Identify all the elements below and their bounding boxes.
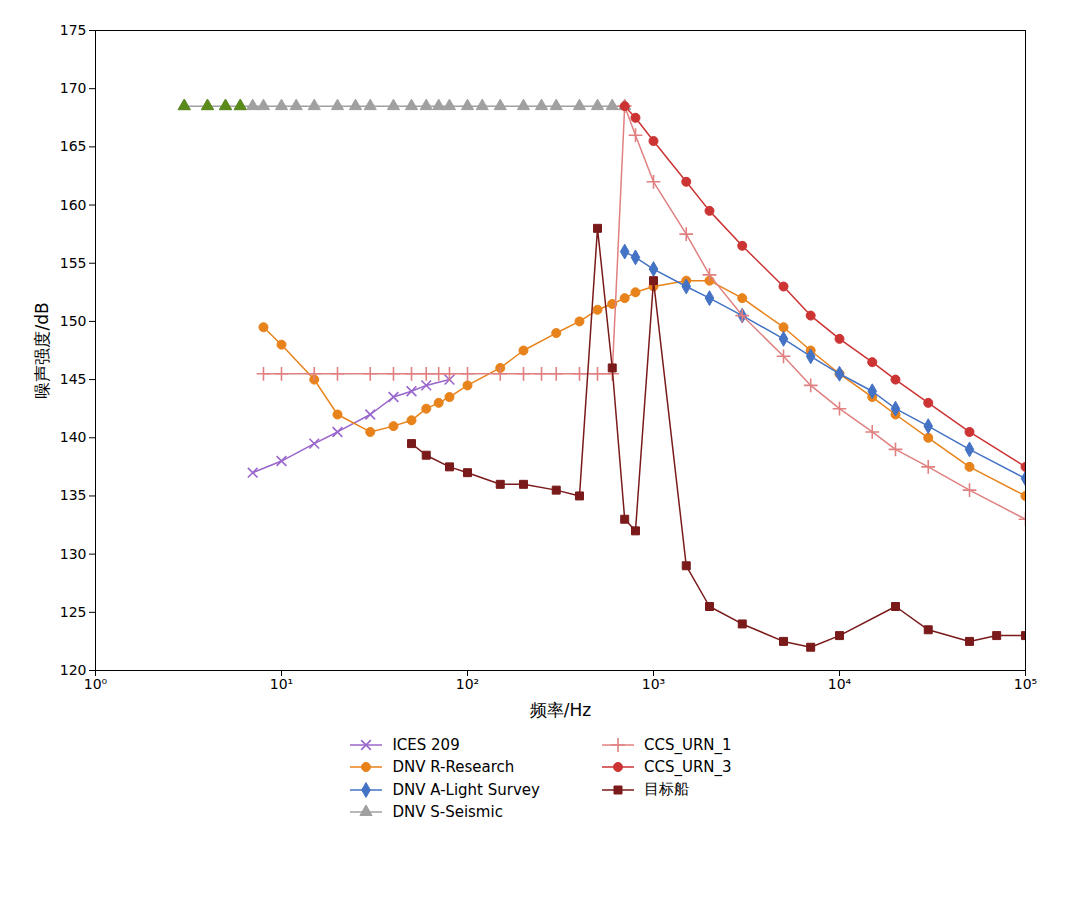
svg-text:10²: 10² xyxy=(456,676,479,692)
html-text:ICES 209: ICES 209 xyxy=(392,736,460,754)
html-text:DNV S-Seismic: DNV S-Seismic xyxy=(392,803,503,821)
svg-text:150: 150 xyxy=(60,313,87,329)
svg-text:10⁴: 10⁴ xyxy=(828,676,852,692)
svg-text:频率/Hz: 频率/Hz xyxy=(530,700,592,720)
svg-text:噪声强度/dB: 噪声强度/dB xyxy=(32,302,52,398)
svg-text:10³: 10³ xyxy=(642,676,665,692)
svg-text:125: 125 xyxy=(60,604,87,620)
svg-text:130: 130 xyxy=(60,546,87,562)
html-text:DNV A-Light Survey: DNV A-Light Survey xyxy=(392,780,540,799)
svg-text:140: 140 xyxy=(60,429,87,445)
svg-text:10¹: 10¹ xyxy=(270,676,293,692)
svg-text:120: 120 xyxy=(60,662,87,678)
svg-text:10⁵: 10⁵ xyxy=(1014,676,1037,692)
svg-text:10⁰: 10⁰ xyxy=(84,676,108,692)
html-text:DNV R-Research: DNV R-Research xyxy=(392,758,515,776)
html-text:目标船: 目标船 xyxy=(643,780,689,798)
html-text:CCS_URN_1: CCS_URN_1 xyxy=(643,736,732,754)
svg-text:160: 160 xyxy=(60,197,87,213)
svg-text:175: 175 xyxy=(60,22,87,38)
svg-text:155: 155 xyxy=(60,255,87,271)
svg-text:135: 135 xyxy=(60,487,87,503)
svg-text:145: 145 xyxy=(60,371,87,387)
svg-text:170: 170 xyxy=(60,80,87,96)
html-text:CCS_URN_3: CCS_URN_3 xyxy=(643,758,732,776)
svg-text:165: 165 xyxy=(60,138,87,154)
